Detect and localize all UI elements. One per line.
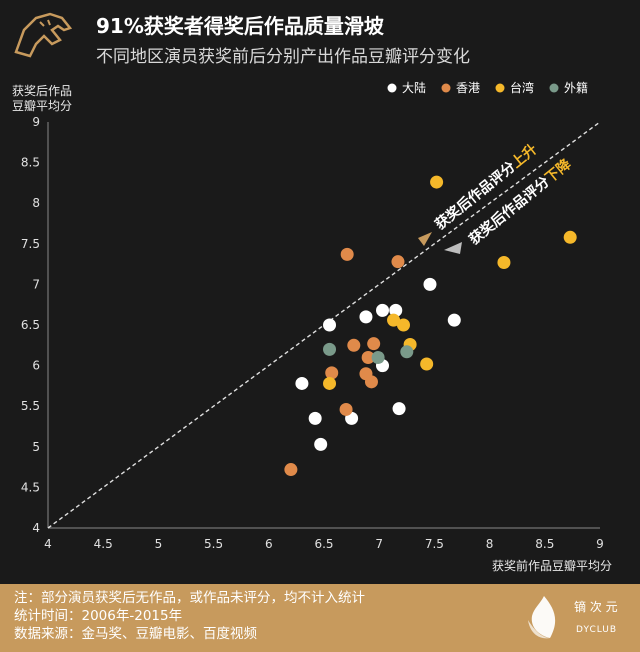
- data-point-大陆: [389, 303, 403, 317]
- x-axis-label: 获奖前作品豆瓣平均分: [492, 558, 612, 573]
- legend-marker: [495, 83, 505, 93]
- data-point-香港: [339, 402, 353, 416]
- page-title: 91%获奖者得奖后作品质量滑坡: [96, 14, 385, 38]
- data-point-外籍: [400, 345, 414, 359]
- chart-canvas: 91%获奖者得奖后作品质量滑坡 不同地区演员获奖前后分别产出作品豆瓣评分变化 获…: [8, 10, 613, 573]
- legend-marker: [549, 83, 559, 93]
- footer-notes-panel: 注：部分演员获奖后无作品，或作品未评分，均不计入统计 统计时间：2006年-20…: [0, 584, 640, 652]
- y-tick-label: 4: [32, 521, 40, 535]
- x-tick-label: 7: [375, 537, 383, 551]
- x-tick-label: 4: [44, 537, 52, 551]
- reference-line-y-equals-x: [47, 121, 601, 529]
- data-point-香港: [367, 337, 381, 351]
- footer-note-1: 注：部分演员获奖后无作品，或作品未评分，均不计入统计: [14, 590, 365, 606]
- data-point-大陆: [392, 402, 406, 416]
- data-point-大陆: [359, 310, 373, 324]
- y-tick-label: 7.5: [21, 237, 40, 251]
- dyclub-logo-icon: [528, 596, 556, 639]
- data-point-大陆: [295, 376, 309, 390]
- data-point-香港: [284, 463, 298, 477]
- legend-marker: [387, 83, 397, 93]
- data-point-香港: [361, 350, 375, 364]
- legend-marker: [441, 83, 451, 93]
- x-tick-label: 8.5: [535, 537, 554, 551]
- horse-logo-icon: [8, 10, 74, 60]
- y-axis-label-line2: 豆瓣平均分: [12, 99, 72, 113]
- y-tick-label: 8: [32, 196, 40, 210]
- footer-note-2: 统计时间：2006年-2015年: [14, 608, 183, 624]
- data-point-大陆: [423, 277, 437, 291]
- x-tick-label: 6: [265, 537, 273, 551]
- data-point-台湾: [563, 230, 577, 244]
- data-point-台湾: [396, 318, 410, 332]
- data-points: [284, 175, 577, 477]
- legend-label: 大陆: [402, 80, 426, 95]
- x-tick-label: 6.5: [314, 537, 333, 551]
- page-subtitle: 不同地区演员获奖前后分别产出作品豆瓣评分变化: [96, 47, 470, 67]
- data-point-外籍: [371, 350, 385, 364]
- data-point-台湾: [387, 313, 401, 327]
- brand-name-cn: 镝 次 元: [574, 600, 618, 614]
- data-point-台湾: [430, 175, 444, 189]
- legend-label: 台湾: [510, 80, 534, 95]
- x-tick-label: 5.5: [204, 537, 223, 551]
- arrow-down-marker-icon: [444, 242, 462, 254]
- x-ticks: 4 4.5 5 5.5 6 6.5 7 7.5 8 8.5 9: [44, 537, 604, 551]
- footer-note-3: 数据来源：金马奖、豆瓣电影、百度视频: [14, 626, 257, 642]
- y-axis-label-line1: 获奖后作品: [12, 84, 72, 98]
- legend-label: 香港: [456, 81, 480, 95]
- y-tick-label: 7: [32, 277, 40, 291]
- data-point-大陆: [376, 303, 390, 317]
- data-point-大陆: [314, 437, 328, 451]
- legend-label: 外籍: [564, 80, 588, 95]
- data-point-香港: [340, 247, 354, 261]
- y-tick-label: 5: [32, 440, 40, 454]
- data-point-大陆: [308, 411, 322, 425]
- data-point-大陆: [447, 313, 461, 327]
- y-tick-label: 6: [32, 359, 40, 373]
- x-tick-label: 5: [155, 537, 163, 551]
- y-tick-label: 6.5: [21, 318, 40, 332]
- arrow-up-marker-icon: [418, 232, 432, 246]
- x-tick-label: 4.5: [94, 537, 113, 551]
- data-point-台湾: [420, 357, 434, 371]
- brand-name-en: DYCLUB: [576, 625, 618, 635]
- y-ticks: 4 4.5 5 5.5 6 6.5 7 7.5 8 8.5 9: [21, 115, 40, 535]
- data-point-台湾: [497, 255, 511, 269]
- data-point-香港: [325, 366, 339, 380]
- data-point-香港: [347, 338, 361, 352]
- y-tick-label: 8.5: [21, 156, 40, 170]
- data-point-香港: [364, 375, 378, 389]
- data-point-香港: [391, 255, 405, 269]
- y-tick-label: 9: [32, 115, 40, 129]
- y-tick-label: 4.5: [21, 480, 40, 494]
- x-tick-label: 9: [596, 537, 604, 551]
- x-tick-label: 8: [486, 537, 494, 551]
- x-tick-label: 7.5: [425, 537, 444, 551]
- y-tick-label: 5.5: [21, 399, 40, 413]
- data-point-大陆: [323, 318, 337, 332]
- data-point-台湾: [323, 376, 337, 390]
- legend: 大陆 香港 台湾 外籍: [387, 80, 588, 95]
- data-point-外籍: [323, 342, 337, 356]
